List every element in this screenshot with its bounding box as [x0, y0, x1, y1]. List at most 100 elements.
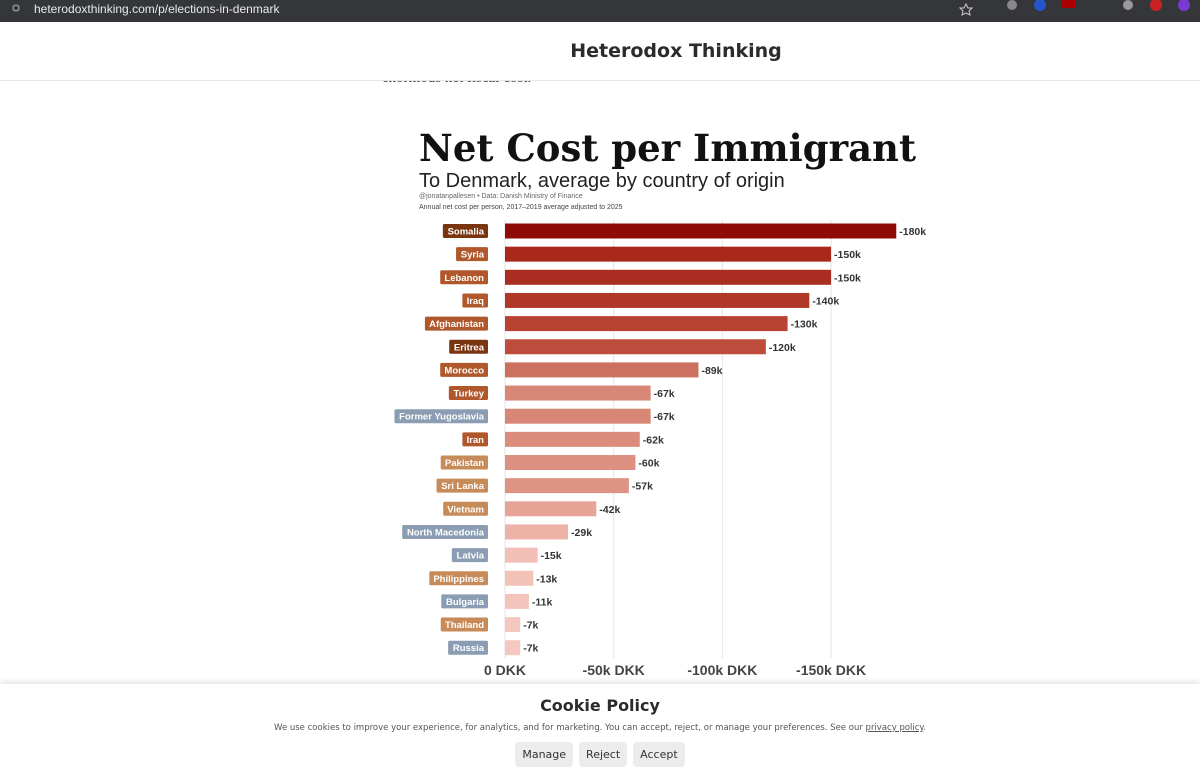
- value-label: -67k: [654, 411, 675, 423]
- category-label: North Macedonia: [407, 527, 485, 538]
- chart-title: Net Cost per Immigrant: [419, 126, 916, 170]
- value-label: -180k: [899, 226, 926, 238]
- bar: [505, 246, 832, 262]
- category-tag: [436, 478, 488, 493]
- bar: [505, 570, 534, 586]
- value-label: -60k: [638, 458, 659, 470]
- value-label: -11k: [532, 596, 553, 608]
- value-label: -67k: [654, 388, 675, 400]
- bar: [505, 524, 569, 540]
- value-label: -13k: [536, 573, 557, 585]
- category-tag: [456, 247, 488, 262]
- category-label: Russia: [453, 643, 485, 654]
- category-label: Iraq: [467, 296, 485, 307]
- bar: [505, 478, 629, 494]
- chart-credit: @jonatanpallesen • Data: Danish Ministry…: [419, 193, 583, 200]
- cookie-text: We use cookies to improve your experienc…: [0, 723, 1200, 733]
- cookie-end: .: [923, 723, 926, 733]
- category-tag: [462, 432, 488, 447]
- url[interactable]: heterodoxthinking.com/p/elections-in-den…: [34, 2, 280, 16]
- bar: [505, 408, 651, 424]
- value-label: -57k: [632, 481, 653, 493]
- x-tick-label: -50k DKK: [583, 662, 645, 678]
- chart-subtitle: To Denmark, average by country of origin: [419, 170, 785, 192]
- bar: [505, 223, 897, 239]
- bar: [505, 640, 521, 656]
- category-tag: [394, 409, 488, 424]
- cookie-body: We use cookies to improve your experienc…: [274, 723, 866, 733]
- value-label: -7k: [523, 643, 538, 655]
- value-label: -130k: [791, 319, 818, 331]
- x-tick-label: -100k DKK: [687, 662, 757, 678]
- category-label: Turkey: [454, 389, 485, 400]
- category-label: Pakistan: [445, 458, 484, 469]
- value-label: -62k: [643, 434, 664, 446]
- category-label: Syria: [461, 250, 485, 261]
- value-label: -29k: [571, 527, 592, 539]
- category-label: Eritrea: [454, 342, 485, 353]
- cookie-button[interactable]: Accept: [633, 742, 685, 767]
- bar: [505, 339, 766, 355]
- category-tag: [448, 640, 488, 655]
- category-tag: [443, 501, 488, 516]
- bar: [505, 455, 636, 470]
- category-tag: [442, 224, 488, 238]
- chart-note: Annual net cost per person, 2017–2019 av…: [419, 204, 623, 211]
- bar: [505, 362, 699, 378]
- cookie-button[interactable]: Reject: [579, 742, 628, 767]
- category-label: Bulgaria: [446, 597, 485, 608]
- cookie-button[interactable]: Manage: [515, 742, 574, 767]
- privacy-link[interactable]: privacy policy: [865, 723, 924, 733]
- bar: [505, 617, 521, 633]
- category-tag: [462, 293, 488, 308]
- x-tick-label: -150k DKK: [796, 662, 866, 678]
- value-label: -120k: [769, 342, 796, 354]
- value-label: -7k: [523, 620, 538, 632]
- category-tag: [441, 594, 488, 609]
- site-header: Heterodox Thinking: [0, 22, 1200, 81]
- bar: [505, 501, 597, 517]
- cookie-banner: Cookie Policy We use cookies to improve …: [0, 684, 1200, 778]
- x-tick-label: 0 DKK: [484, 662, 526, 678]
- bar: [505, 385, 651, 401]
- category-label: Philippines: [433, 574, 484, 585]
- category-tag: [440, 362, 488, 377]
- category-label: Latvia: [457, 551, 485, 562]
- category-label: Somalia: [448, 227, 485, 238]
- value-label: -150k: [834, 249, 861, 261]
- category-tag: [440, 455, 488, 470]
- category-label: Morocco: [444, 365, 484, 376]
- cookie-title: Cookie Policy: [540, 696, 660, 715]
- bar: [505, 593, 529, 609]
- site-title[interactable]: Heterodox Thinking: [570, 40, 782, 62]
- value-label: -150k: [834, 272, 861, 284]
- category-tag: [402, 524, 488, 539]
- value-label: -140k: [812, 295, 839, 307]
- bar: [505, 431, 640, 447]
- cookie-buttons: Manage Reject Accept: [0, 742, 1200, 767]
- category-tag: [449, 339, 488, 354]
- category-label: Sri Lanka: [441, 481, 484, 492]
- category-tag: [424, 316, 488, 331]
- category-tag: [448, 386, 488, 401]
- category-tag: [451, 548, 488, 563]
- bar: [505, 292, 810, 308]
- value-label: -15k: [541, 550, 562, 562]
- value-label: -42k: [599, 504, 620, 516]
- browser-icons: [12, 0, 1190, 16]
- bar: [505, 269, 832, 285]
- category-tag: [440, 270, 488, 285]
- category-label: Vietnam: [447, 504, 484, 515]
- bar: [505, 316, 788, 332]
- category-label: Iran: [467, 435, 485, 446]
- category-label: Afghanistan: [429, 319, 484, 330]
- bar: [505, 547, 538, 563]
- category-label: Former Yugoslavia: [399, 412, 485, 423]
- browser-bar: heterodoxthinking.com/p/elections-in-den…: [0, 0, 1200, 22]
- value-label: -89k: [701, 365, 722, 377]
- category-label: Lebanon: [444, 273, 484, 284]
- category-tag: [429, 571, 488, 586]
- category-label: Thailand: [445, 620, 484, 631]
